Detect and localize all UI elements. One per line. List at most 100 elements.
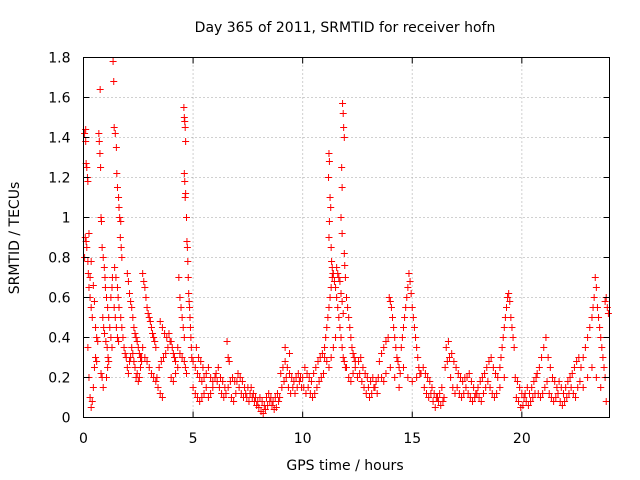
data-point: [579, 384, 587, 391]
data-point: [333, 264, 341, 271]
data-point: [224, 354, 232, 361]
data-point: [112, 144, 120, 151]
data-point: [87, 304, 95, 311]
data-point: [408, 304, 416, 311]
data-point: [156, 390, 164, 397]
data-point: [85, 230, 93, 237]
data-point: [115, 194, 123, 201]
data-point: [485, 358, 493, 365]
data-point: [336, 278, 344, 285]
data-point: [481, 370, 489, 377]
data-point: [129, 350, 137, 357]
data-point: [540, 344, 548, 351]
data-point: [142, 294, 150, 301]
data-point: [195, 354, 203, 361]
data-point: [131, 330, 139, 337]
data-point: [256, 394, 264, 401]
data-point: [385, 294, 393, 301]
data-point: [558, 402, 566, 409]
data-point: [185, 298, 193, 305]
data-point: [351, 364, 359, 371]
data-point: [175, 274, 183, 281]
data-point: [310, 370, 318, 377]
data-point: [135, 350, 143, 357]
data-point: [443, 358, 451, 365]
data-point: [433, 394, 441, 401]
data-point: [333, 294, 341, 301]
data-point: [199, 364, 207, 371]
data-point: [533, 370, 541, 377]
data-point: [584, 334, 592, 341]
data-point: [178, 314, 186, 321]
data-point: [446, 354, 454, 361]
data-point: [600, 364, 608, 371]
data-point: [586, 324, 594, 331]
data-point: [139, 344, 147, 351]
data-point: [338, 230, 346, 237]
data-point: [335, 314, 343, 321]
data-point: [577, 364, 585, 371]
data-point: [120, 344, 128, 351]
data-point: [278, 384, 286, 391]
data-point: [269, 398, 277, 405]
data-point: [527, 398, 535, 405]
data-point: [420, 384, 428, 391]
data-point: [169, 378, 177, 385]
data-point: [265, 390, 273, 397]
data-point: [542, 334, 550, 341]
data-point: [588, 314, 596, 321]
data-point: [328, 258, 336, 265]
data-point: [183, 370, 191, 377]
data-point: [329, 344, 337, 351]
data-point: [167, 338, 175, 345]
data-point: [90, 298, 98, 305]
data-point: [247, 384, 255, 391]
data-point: [147, 370, 155, 377]
data-point: [473, 390, 481, 397]
data-point: [106, 324, 114, 331]
data-point: [568, 370, 576, 377]
data-point: [181, 364, 189, 371]
data-point: [528, 384, 536, 391]
data-point: [243, 394, 251, 401]
data-point: [335, 274, 343, 281]
data-point: [179, 324, 187, 331]
data-point: [83, 164, 91, 171]
y-axis-label: SRMTID / TECUs: [7, 182, 23, 295]
data-point: [413, 344, 421, 351]
data-point: [114, 294, 122, 301]
data-point: [207, 390, 215, 397]
y-tick-label: 0: [62, 411, 71, 427]
data-point: [564, 378, 572, 385]
x-tick-label: 20: [513, 431, 531, 447]
data-point: [592, 284, 600, 291]
data-point: [286, 350, 294, 357]
data-point: [502, 304, 510, 311]
data-point: [180, 334, 188, 341]
data-point: [325, 174, 333, 181]
data-point: [147, 324, 155, 331]
data-point: [344, 304, 352, 311]
data-point: [303, 370, 311, 377]
data-point: [311, 390, 319, 397]
data-point: [361, 370, 369, 377]
data-point: [178, 354, 186, 361]
data-point: [186, 314, 194, 321]
data-point: [389, 314, 397, 321]
data-point: [92, 324, 100, 331]
data-point: [349, 350, 357, 357]
data-point: [117, 218, 125, 225]
data-point: [454, 370, 462, 377]
data-point: [181, 124, 189, 131]
data-point: [602, 398, 610, 405]
data-point: [321, 354, 329, 361]
data-point: [363, 374, 371, 381]
data-point: [493, 390, 501, 397]
data-point: [399, 364, 407, 371]
data-point: [85, 284, 93, 291]
data-point: [283, 364, 291, 371]
data-point: [135, 374, 143, 381]
data-point: [159, 354, 167, 361]
data-point: [334, 270, 342, 277]
data-point: [84, 344, 92, 351]
